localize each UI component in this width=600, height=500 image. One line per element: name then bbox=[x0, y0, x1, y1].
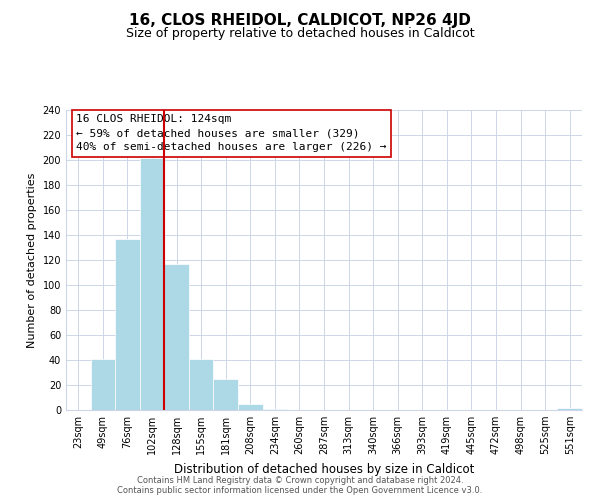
X-axis label: Distribution of detached houses by size in Caldicot: Distribution of detached houses by size … bbox=[174, 462, 474, 475]
Text: 16 CLOS RHEIDOL: 124sqm
← 59% of detached houses are smaller (329)
40% of semi-d: 16 CLOS RHEIDOL: 124sqm ← 59% of detache… bbox=[76, 114, 387, 152]
Text: 16, CLOS RHEIDOL, CALDICOT, NP26 4JD: 16, CLOS RHEIDOL, CALDICOT, NP26 4JD bbox=[129, 12, 471, 28]
Bar bbox=[115, 239, 140, 410]
Bar bbox=[91, 359, 115, 410]
Bar bbox=[189, 359, 214, 410]
Text: Contains public sector information licensed under the Open Government Licence v3: Contains public sector information licen… bbox=[118, 486, 482, 495]
Y-axis label: Number of detached properties: Number of detached properties bbox=[27, 172, 37, 348]
Bar bbox=[140, 158, 164, 410]
Bar bbox=[164, 264, 189, 410]
Text: Size of property relative to detached houses in Caldicot: Size of property relative to detached ho… bbox=[125, 28, 475, 40]
Bar bbox=[238, 404, 263, 410]
Bar bbox=[214, 379, 238, 410]
Bar bbox=[557, 408, 582, 410]
Bar bbox=[263, 409, 287, 410]
Text: Contains HM Land Registry data © Crown copyright and database right 2024.: Contains HM Land Registry data © Crown c… bbox=[137, 476, 463, 485]
